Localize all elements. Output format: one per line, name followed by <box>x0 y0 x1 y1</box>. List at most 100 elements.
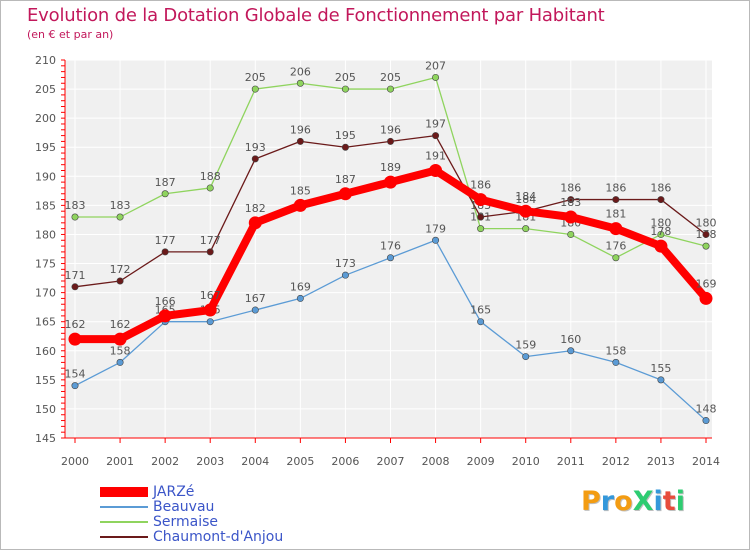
data-label-beauvau: 159 <box>515 339 536 352</box>
logo-letter: o <box>614 486 633 517</box>
x-tick-label: 2002 <box>151 455 179 468</box>
data-point-sermaise <box>71 213 79 221</box>
data-point-sermaise <box>386 85 394 93</box>
data-point-jarz- <box>564 210 578 224</box>
legend-swatch-chaumont <box>100 536 148 538</box>
x-tick-label: 2012 <box>602 455 630 468</box>
data-point-jarz- <box>248 216 262 230</box>
data-label-chaumont-d-anjou: 180 <box>696 216 717 229</box>
data-label-beauvau: 179 <box>425 222 446 235</box>
x-tick-label: 2006 <box>331 455 359 468</box>
data-point-beauvau <box>567 347 575 355</box>
data-label-beauvau: 167 <box>245 292 266 305</box>
x-tick-label: 2007 <box>377 455 405 468</box>
data-label-sermaise: 183 <box>110 199 131 212</box>
data-label-jarz-: 183 <box>560 196 581 209</box>
data-point-sermaise <box>432 73 440 81</box>
data-label-jarz-: 191 <box>425 149 446 162</box>
data-label-chaumont-d-anjou: 184 <box>515 193 536 206</box>
chart-subtitle: (en € et par an) <box>27 28 114 41</box>
x-tick-label: 2003 <box>196 455 224 468</box>
data-point-jarz- <box>609 222 623 236</box>
data-label-chaumont-d-anjou: 177 <box>155 234 176 247</box>
data-point-jarz- <box>519 204 533 218</box>
data-label-jarz-: 184 <box>515 190 536 203</box>
data-point-sermaise <box>477 225 485 233</box>
data-label-chaumont-d-anjou: 193 <box>245 141 266 154</box>
y-tick-label: 175 <box>35 258 56 271</box>
data-point-sermaise <box>567 230 575 238</box>
x-tick-label: 2005 <box>286 455 314 468</box>
data-point-beauvau <box>702 417 710 425</box>
y-tick-label: 200 <box>35 112 56 125</box>
data-point-jarz- <box>158 309 172 323</box>
data-label-beauvau: 155 <box>650 362 671 375</box>
data-label-chaumont-d-anjou: 172 <box>110 263 131 276</box>
y-tick-label: 165 <box>35 316 56 329</box>
y-tick-label: 205 <box>35 83 56 96</box>
x-tick-label: 2014 <box>692 455 720 468</box>
data-label-jarz-: 187 <box>335 173 356 186</box>
data-label-beauvau: 158 <box>605 344 626 357</box>
data-point-jarz- <box>203 303 217 317</box>
legend-label-jarze: JARZé <box>153 484 195 500</box>
data-label-jarz-: 169 <box>696 277 717 290</box>
data-point-sermaise <box>702 242 710 250</box>
data-label-beauvau: 148 <box>696 403 717 416</box>
logo-letter: i <box>653 486 663 517</box>
x-tick-label: 2008 <box>422 455 450 468</box>
y-tick-label: 195 <box>35 141 56 154</box>
data-label-beauvau: 165 <box>470 304 491 317</box>
x-tick-label: 2000 <box>61 455 89 468</box>
data-label-chaumont-d-anjou: 195 <box>335 129 356 142</box>
data-point-chaumont-d-anjou <box>567 196 575 204</box>
data-point-beauvau <box>477 318 485 326</box>
data-point-sermaise <box>161 190 169 198</box>
logo-letter: t <box>662 486 676 517</box>
data-label-chaumont-d-anjou: 196 <box>380 123 401 136</box>
legend-swatch-beauvau <box>100 506 148 508</box>
data-label-beauvau: 160 <box>560 333 581 346</box>
y-tick-label: 180 <box>35 228 56 241</box>
legend-label-sermaise: Sermaise <box>153 514 219 530</box>
x-tick-label: 2013 <box>647 455 675 468</box>
data-label-sermaise: 206 <box>290 65 311 78</box>
data-label-beauvau: 154 <box>65 368 86 381</box>
data-point-sermaise <box>116 213 124 221</box>
data-point-chaumont-d-anjou <box>206 248 214 256</box>
data-label-beauvau: 169 <box>290 280 311 293</box>
x-tick-label: 2004 <box>241 455 269 468</box>
y-tick-label: 150 <box>35 403 56 416</box>
data-label-chaumont-d-anjou: 171 <box>65 269 86 282</box>
data-point-jarz- <box>384 175 397 189</box>
data-point-sermaise <box>341 85 349 93</box>
data-label-chaumont-d-anjou: 197 <box>425 118 446 131</box>
data-point-beauvau <box>522 353 530 361</box>
legend-label-beauvau: Beauvau <box>153 499 215 515</box>
y-tick-label: 210 <box>35 54 56 67</box>
data-label-sermaise: 207 <box>425 59 446 72</box>
data-point-beauvau <box>657 376 665 384</box>
data-point-beauvau <box>386 254 394 262</box>
data-label-jarz-: 178 <box>650 225 671 238</box>
y-tick-label: 185 <box>35 199 56 212</box>
logo-letter: r <box>600 486 615 517</box>
data-label-chaumont-d-anjou: 186 <box>560 182 581 195</box>
data-point-chaumont-d-anjou <box>432 132 440 140</box>
data-label-beauvau: 173 <box>335 257 356 270</box>
data-point-chaumont-d-anjou <box>386 137 394 145</box>
data-point-chaumont-d-anjou <box>612 196 620 204</box>
data-point-chaumont-d-anjou <box>116 277 124 285</box>
data-point-sermaise <box>657 230 665 238</box>
data-point-jarz- <box>113 332 127 346</box>
data-point-chaumont-d-anjou <box>702 230 710 238</box>
data-point-sermaise <box>612 254 620 262</box>
data-point-jarz- <box>338 187 352 201</box>
data-point-beauvau <box>206 318 214 326</box>
proxiti-logo: ProXiti <box>581 486 685 517</box>
data-point-sermaise <box>296 79 304 87</box>
data-point-jarz- <box>429 163 443 177</box>
data-label-chaumont-d-anjou: 186 <box>650 182 671 195</box>
plot-area <box>65 60 712 438</box>
